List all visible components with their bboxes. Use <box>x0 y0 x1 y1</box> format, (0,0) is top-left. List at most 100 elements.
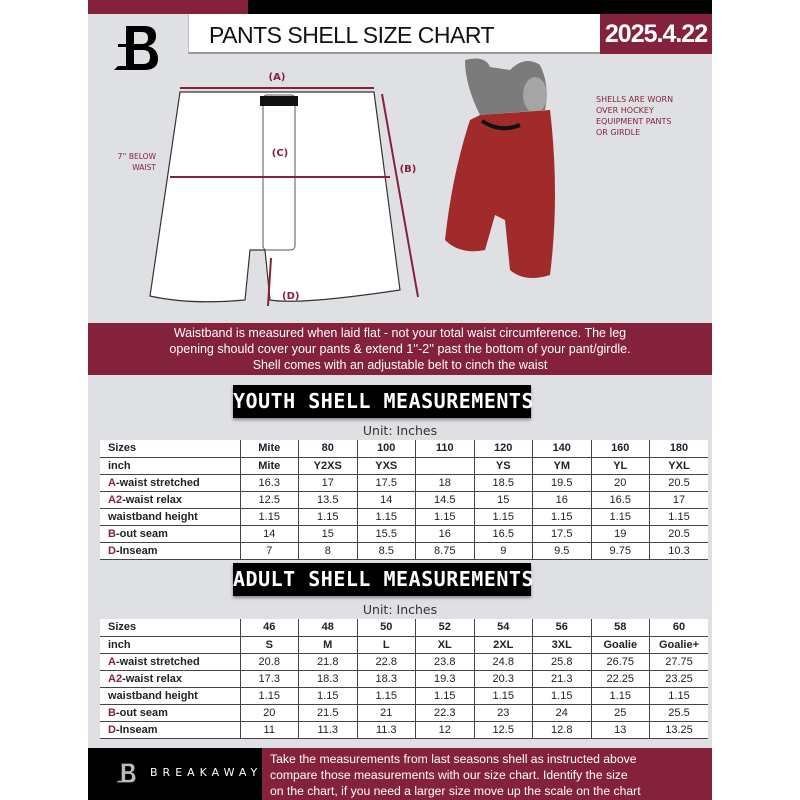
table-cell: 1.15 <box>356 687 416 705</box>
table-cell: 48 <box>298 619 357 637</box>
table-cell: 16.5 <box>590 491 650 509</box>
table-row: waistband height 1.15 1.15 1.15 1.15 1.15 1.15… <box>100 508 708 526</box>
row-label: inch <box>100 636 240 654</box>
waistband-instructions: Waistband is measured when laid flat - n… <box>88 323 712 375</box>
table-cell: 21.5 <box>298 704 357 722</box>
table-cell: 100 <box>356 440 416 458</box>
table-cell: 12.8 <box>532 721 591 739</box>
measure-code: A <box>108 655 116 668</box>
table-cell: 17 <box>649 491 708 509</box>
measure-label: -Inseam <box>115 723 158 736</box>
row-label: D-Inseam <box>100 542 240 560</box>
measure-code: B <box>108 706 116 719</box>
table-cell: YL <box>590 457 650 475</box>
table-row: Sizes 46 48 50 52 54 56 58 60 <box>100 619 708 637</box>
measure-label: inch <box>108 459 131 472</box>
measure-label: -out seam <box>115 706 168 719</box>
table-cell: 12.5 <box>239 491 299 509</box>
row-label: B-out seam <box>100 525 240 543</box>
breakaway-logo-small-icon <box>116 763 136 783</box>
row-label: B-out seam <box>100 704 240 722</box>
table-cell: 13 <box>590 721 650 739</box>
row-label: Sizes <box>100 440 240 458</box>
table-cell: 13.25 <box>649 721 708 739</box>
table-cell: 15 <box>473 491 533 509</box>
footer-line: Take the measurements from last seasons … <box>270 752 637 766</box>
table-row: inch Mite Y2XS YXS YS YM YL YXL <box>100 457 708 475</box>
table-cell: 1.15 <box>532 508 591 526</box>
table-cell: Y2XS <box>298 457 357 475</box>
table-cell: 1.15 <box>356 508 416 526</box>
table-cell: 22.25 <box>590 670 650 688</box>
table-cell: 23 <box>473 704 533 722</box>
table-cell: 20.5 <box>649 474 708 492</box>
footer-line: compare those measurements with our size… <box>270 768 628 782</box>
table-cell: 8 <box>298 542 357 560</box>
youth-section-title: YOUTH SHELL MEASUREMENTS <box>233 385 533 418</box>
photo-note: SHELLS ARE WORN OVER HOCKEY EQUIPMENT PA… <box>596 94 708 138</box>
footer-instructions: Take the measurements from last seasons … <box>262 748 712 800</box>
page-title: PANTS SHELL SIZE CHART <box>209 22 495 48</box>
table-cell: 20 <box>590 474 650 492</box>
table-cell: 1.15 <box>532 687 591 705</box>
label-b: (B) <box>400 164 417 175</box>
measure-label: Sizes <box>108 621 137 634</box>
measure-code: D <box>108 544 116 557</box>
table-cell: 22.3 <box>415 704 474 722</box>
table-cell: 14.5 <box>415 491 474 509</box>
table-cell: 18.5 <box>473 474 533 492</box>
table-cell: 11.3 <box>298 721 357 739</box>
table-cell: YM <box>532 457 591 475</box>
table-cell: 180 <box>649 440 708 458</box>
table-cell: 26.75 <box>590 653 650 671</box>
table-cell: 11 <box>239 721 299 739</box>
table-row: inch S M L XL 2XL 3XL Goalie Goalie+ <box>100 636 708 654</box>
table-cell: 16.5 <box>473 525 533 543</box>
note-line: OVER HOCKEY <box>596 106 654 115</box>
table-cell: 110 <box>415 440 474 458</box>
row-label: A-waist stretched <box>100 653 240 671</box>
table-cell: 23.8 <box>415 653 474 671</box>
table-cell: 50 <box>356 619 416 637</box>
instruction-line: opening should cover your pants & extend… <box>169 342 631 356</box>
table-cell: 1.15 <box>298 687 357 705</box>
table-cell: 54 <box>473 619 533 637</box>
youth-size-table: Sizes Mite 80 100 110 120 140 160 180 inch Mite Y2X… <box>100 440 708 560</box>
top-black-bar <box>248 0 712 14</box>
table-cell: 16 <box>415 525 474 543</box>
table-cell: 17 <box>298 474 357 492</box>
table-cell: 8.5 <box>356 542 416 560</box>
table-row: A-waist stretched 20.8 21.8 22.8 23.8 24.8 25.… <box>100 653 708 671</box>
note-line: EQUIPMENT PANTS <box>596 117 672 126</box>
table-cell: 1.15 <box>590 508 650 526</box>
red-pants-shell-image <box>445 58 555 279</box>
table-cell: 1.15 <box>590 687 650 705</box>
table-row: B-out seam 14 15 15.5 16 16.5 17.5 19 20.5 <box>100 525 708 543</box>
table-cell: 9.5 <box>532 542 591 560</box>
table-cell: 16.3 <box>239 474 299 492</box>
table-cell: YXS <box>356 457 416 475</box>
table-cell: 13.5 <box>298 491 357 509</box>
note-line: OR GIRDLE <box>596 128 641 137</box>
table-cell: 1.15 <box>239 508 299 526</box>
table-cell: L <box>356 636 416 654</box>
top-accent-bar <box>88 0 248 14</box>
row-label: D-Inseam <box>100 721 240 739</box>
table-cell: 140 <box>532 440 591 458</box>
footer-brand: BREAKAWAY <box>88 748 262 800</box>
table-cell: Mite <box>239 457 299 475</box>
table-cell: Goalie+ <box>649 636 708 654</box>
table-cell: 20 <box>239 704 299 722</box>
label-d: (D) <box>282 291 299 302</box>
table-cell <box>415 457 474 475</box>
table-cell: YXL <box>649 457 708 475</box>
adult-unit-label: Unit: Inches <box>362 602 438 617</box>
table-cell: Mite <box>239 440 299 458</box>
measure-label: -waist stretched <box>115 655 200 668</box>
table-cell: 46 <box>239 619 299 637</box>
table-cell: 60 <box>649 619 708 637</box>
table-cell: Goalie <box>590 636 650 654</box>
table-cell: M <box>298 636 357 654</box>
table-cell: 11.3 <box>356 721 416 739</box>
table-cell: 25.8 <box>532 653 591 671</box>
